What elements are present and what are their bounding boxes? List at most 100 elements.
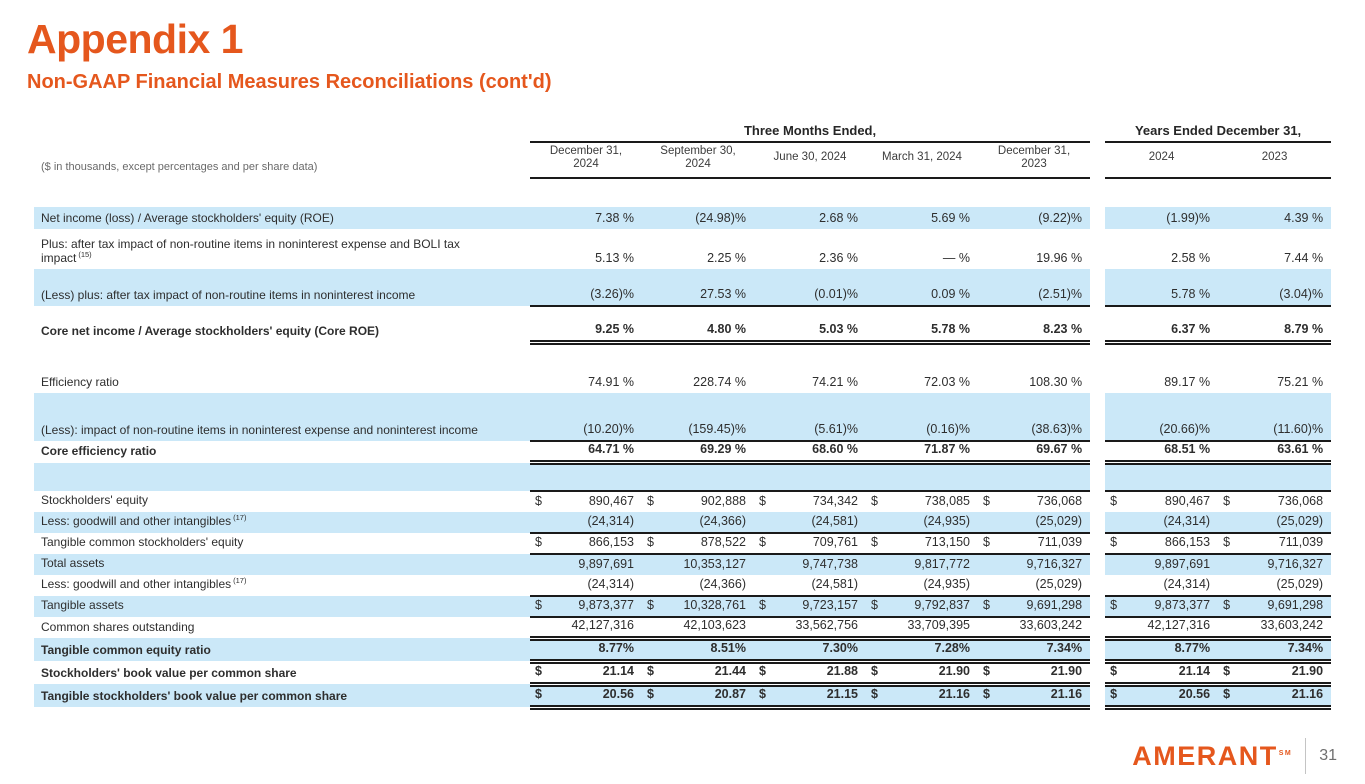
row-label: Total assets	[34, 553, 530, 575]
cell-value: — %	[942, 251, 970, 265]
dollar-sign: $	[871, 597, 878, 612]
cell-value: 74.91 %	[588, 375, 634, 389]
column-gap	[1090, 229, 1105, 269]
column-gap	[1090, 463, 1105, 491]
table-row: Stockholders' equity $890,467 $902,888 $734…	[34, 491, 1331, 512]
cell-value: $21.16	[978, 684, 1091, 710]
cell-value: 4.39 %	[1218, 207, 1332, 229]
cell-value: 2.36 %	[819, 251, 858, 265]
cell-value: $9,723,157	[754, 595, 866, 618]
cell-value: 63.61 %	[1218, 441, 1332, 465]
cell-value: $9,873,377	[1105, 595, 1219, 618]
page-subtitle: Non-GAAP Financial Measures Reconciliati…	[27, 71, 552, 93]
row-label: (Less): impact of non-routine items in n…	[34, 393, 530, 441]
column-gap	[1090, 684, 1105, 707]
group-header-quarters: Three Months Ended,	[530, 120, 1091, 143]
column-gap	[1090, 306, 1105, 342]
dollar-sign: $	[983, 663, 990, 678]
cell-value: 75.21 %	[1277, 375, 1324, 389]
row-label: Core efficiency ratio	[41, 444, 157, 459]
cell-value: (9.22)%	[978, 207, 1091, 229]
column-gap	[1090, 617, 1105, 639]
cell-value: 9,716,327	[1218, 553, 1332, 575]
dollar-sign: $	[647, 493, 654, 508]
cell-value: (24,366)	[642, 574, 754, 597]
cell-value	[1105, 342, 1218, 369]
header-body-gap	[34, 178, 1331, 207]
cell-value: $21.14	[1105, 661, 1219, 687]
cell-value: $890,467	[535, 493, 634, 508]
cell-value: 9.25 %	[530, 306, 642, 345]
cell-value: 69.29 %	[642, 441, 754, 465]
cell-value: (24,314)	[530, 574, 642, 597]
column-header: 2023	[1218, 142, 1332, 179]
column-gap	[1090, 441, 1105, 463]
group-header-years: Years Ended December 31,	[1105, 120, 1332, 143]
cell-value: 10,353,127	[642, 553, 754, 575]
cell-value: $890,467	[1110, 493, 1211, 508]
cell-value	[978, 462, 1091, 492]
cell-value: $21.14	[530, 661, 642, 687]
dollar-sign: $	[535, 493, 542, 508]
row-label: Efficiency ratio	[41, 374, 119, 389]
cell-value: (24,581)	[754, 511, 866, 534]
cell-value	[530, 462, 642, 492]
footnote-reference: (17)	[233, 576, 247, 586]
cell-value: 8.23 %	[978, 306, 1091, 345]
cell-value: 8.77%	[1105, 638, 1219, 664]
amerant-logo: AMERANTSM	[1132, 741, 1292, 772]
column-gap	[1090, 512, 1105, 533]
cell-value: (159.45)%	[642, 393, 754, 442]
cell-value: 2.58 %	[1171, 251, 1211, 265]
cell-value: (24,935)	[866, 574, 978, 597]
dollar-sign: $	[1110, 493, 1118, 508]
cell-value: 9,897,691	[1105, 553, 1219, 575]
cell-value: $21.90	[866, 661, 978, 687]
column-header: 2024	[1105, 142, 1219, 179]
footer: AMERANTSM 31	[1132, 734, 1337, 778]
column-gap	[1090, 120, 1105, 142]
cell-value: (38.63)%	[978, 393, 1091, 442]
dollar-sign: $	[1223, 493, 1231, 508]
table-row: Efficiency ratio 74.91 % 228.74 % 74.21 % 72…	[34, 369, 1331, 393]
cell-value: 69.67 %	[978, 441, 1091, 465]
cell-value: 9,747,738	[754, 553, 866, 575]
cell-value: (10.20)%	[530, 393, 642, 442]
column-header: December 31, 2024	[530, 142, 642, 179]
cell-value	[530, 342, 642, 369]
dollar-sign: $	[1223, 663, 1231, 678]
footnote-reference: (17)	[233, 513, 247, 523]
table-note: ($ in thousands, except percentages and …	[41, 161, 318, 173]
cell-value	[978, 342, 1090, 369]
cell-value: $9,691,298	[978, 595, 1091, 618]
dollar-sign: $	[983, 597, 990, 612]
cell-value: $736,068	[1223, 493, 1324, 508]
cell-value: (1.99)%	[1105, 207, 1219, 229]
cell-value: 72.03 %	[924, 375, 970, 389]
cell-value: 33,603,242	[1218, 616, 1332, 641]
cell-value: $9,691,298	[1218, 595, 1332, 618]
column-header-row: ($ in thousands, except percentages and …	[34, 142, 1332, 179]
column-gap	[1090, 369, 1105, 393]
dollar-sign: $	[647, 663, 654, 678]
cell-value: (2.51)%	[978, 269, 1091, 307]
dollar-sign: $	[647, 534, 654, 549]
cell-value: 7.34%	[978, 638, 1091, 664]
row-label: Less: goodwill and other intangibles (17)	[34, 511, 530, 533]
cell-value: 5.69 %	[866, 207, 978, 229]
table-row: Tangible common equity ratio 8.77% 8.51% 7.…	[34, 638, 1332, 664]
column-gap	[1090, 269, 1105, 306]
dollar-sign: $	[1110, 534, 1118, 549]
cell-value: $21.16	[1218, 684, 1332, 710]
column-gap	[1090, 533, 1105, 554]
table-spacer-row	[34, 462, 1332, 492]
column-gap	[1090, 596, 1105, 617]
cell-value: 2.25 %	[707, 251, 746, 265]
cell-value: $866,153	[530, 532, 642, 555]
cell-value: $902,888	[647, 493, 746, 508]
cell-value: 42,103,623	[642, 616, 754, 641]
cell-value	[1218, 462, 1332, 492]
dollar-sign: $	[759, 686, 766, 701]
cell-value: 74.21 %	[812, 375, 858, 389]
dollar-sign: $	[1110, 686, 1118, 701]
